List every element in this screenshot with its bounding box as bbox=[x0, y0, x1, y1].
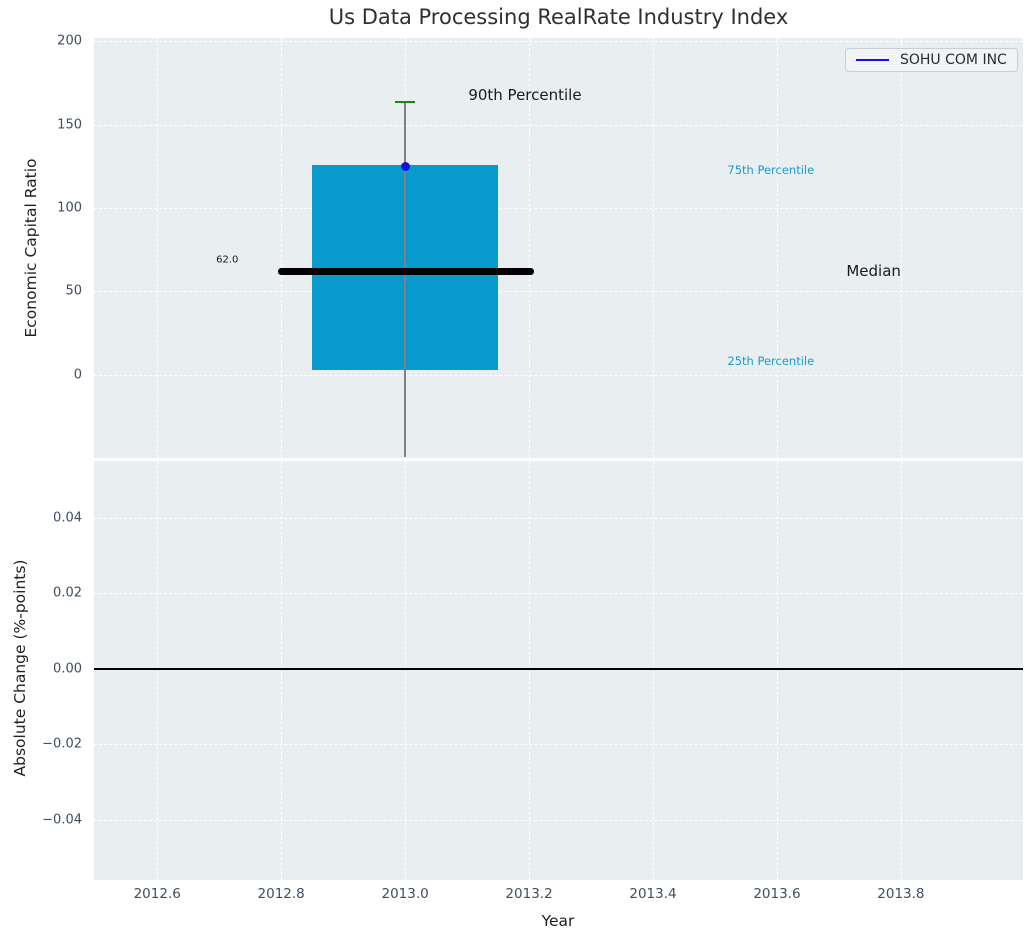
y-tick-label: 0.02 bbox=[53, 585, 82, 601]
legend: SOHU COM INC bbox=[845, 48, 1018, 72]
gridline-vertical bbox=[405, 461, 407, 880]
gridline-vertical bbox=[900, 38, 902, 458]
y-tick-label: 150 bbox=[57, 117, 82, 133]
x-axis-label: Year bbox=[541, 912, 575, 930]
top-plot-area bbox=[94, 38, 1023, 458]
annotation-25th-percentile: 25th Percentile bbox=[727, 354, 815, 369]
annotation-90th-percentile: 90th Percentile bbox=[468, 85, 582, 104]
y-tick-label: −0.04 bbox=[42, 812, 82, 828]
y-tick-label: 0.04 bbox=[53, 510, 82, 526]
y-tick-label: 0 bbox=[73, 367, 82, 383]
gridline-horizontal bbox=[94, 374, 1023, 376]
gridline-vertical bbox=[776, 38, 778, 458]
gridline-vertical bbox=[776, 461, 778, 880]
bottom-plot-area bbox=[94, 461, 1023, 880]
gridline-vertical bbox=[281, 461, 283, 880]
x-tick-label: 2013.4 bbox=[629, 886, 677, 902]
x-tick-label: 2013.8 bbox=[877, 886, 925, 902]
x-tick-label: 2012.8 bbox=[257, 886, 305, 902]
y-tick-label: 100 bbox=[57, 200, 82, 216]
gridline-horizontal bbox=[94, 208, 1023, 209]
company-point bbox=[400, 161, 410, 171]
gridline-vertical bbox=[281, 38, 283, 458]
gridline-vertical bbox=[157, 38, 159, 458]
gridline-horizontal bbox=[94, 593, 1023, 595]
gridline-vertical bbox=[529, 461, 531, 880]
gridline-vertical bbox=[529, 38, 531, 458]
annotation-75th-percentile: 75th Percentile bbox=[727, 162, 815, 177]
gridline-horizontal bbox=[94, 124, 1023, 126]
gridline-vertical bbox=[900, 461, 902, 880]
gridline-horizontal bbox=[94, 291, 1023, 293]
chart-title: Us Data Processing RealRate Industry Ind… bbox=[328, 5, 789, 29]
gridline-horizontal bbox=[94, 517, 1023, 519]
gridline-horizontal bbox=[94, 41, 1023, 43]
x-tick-label: 2013.2 bbox=[505, 886, 553, 902]
p90-cap bbox=[395, 100, 416, 104]
legend-line-swatch bbox=[856, 58, 889, 62]
x-tick-label: 2012.6 bbox=[133, 886, 181, 902]
y-tick-label: 200 bbox=[57, 33, 82, 49]
whisker bbox=[404, 102, 406, 457]
gridline-vertical bbox=[653, 461, 654, 880]
y-tick-label: 0.00 bbox=[53, 661, 82, 677]
gridline-horizontal bbox=[94, 744, 1023, 746]
x-tick-label: 2013.0 bbox=[381, 886, 429, 902]
gridline-horizontal bbox=[94, 819, 1023, 821]
median-line bbox=[278, 268, 535, 275]
y-axis-label-top: Economic Capital Ratio bbox=[22, 158, 40, 338]
annotation-median: Median bbox=[846, 262, 901, 281]
zero-line bbox=[94, 668, 1023, 670]
legend-label: SOHU COM INC bbox=[900, 52, 1007, 68]
annotation-62-0: 62.0 bbox=[216, 254, 239, 266]
y-tick-label: −0.02 bbox=[42, 736, 82, 752]
gridline-vertical bbox=[653, 38, 654, 458]
x-tick-label: 2013.6 bbox=[753, 886, 801, 902]
y-tick-label: 50 bbox=[65, 283, 82, 299]
gridline-vertical bbox=[157, 461, 159, 880]
